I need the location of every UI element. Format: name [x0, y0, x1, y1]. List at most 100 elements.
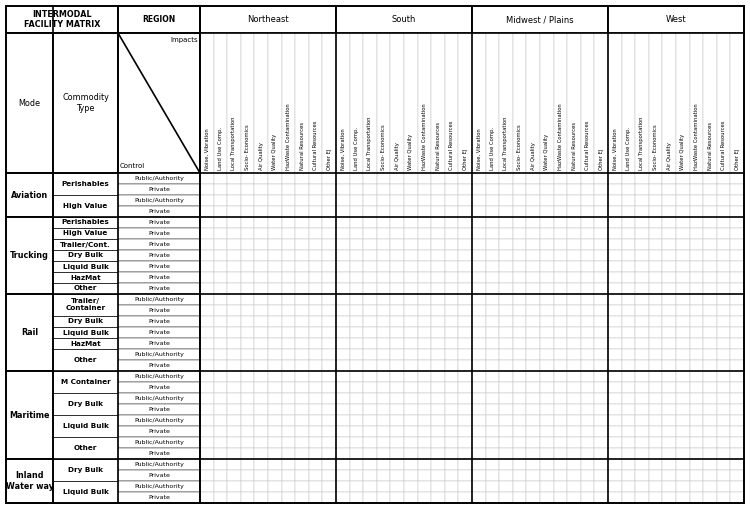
Bar	[214, 360, 227, 371]
Bar	[296, 415, 309, 426]
Bar	[296, 426, 309, 437]
Bar	[336, 327, 350, 338]
Bar	[540, 33, 554, 173]
Bar	[214, 437, 227, 448]
Bar	[363, 371, 376, 382]
Bar	[363, 294, 376, 305]
Bar	[676, 217, 689, 228]
Bar	[363, 316, 376, 327]
Bar	[730, 437, 744, 448]
Bar	[472, 305, 485, 316]
Bar	[717, 239, 730, 250]
Bar	[662, 404, 676, 415]
Bar	[567, 184, 580, 195]
Bar	[200, 327, 214, 338]
Bar	[418, 184, 431, 195]
Bar	[322, 426, 336, 437]
Bar	[200, 481, 214, 492]
Bar	[485, 184, 500, 195]
Bar	[363, 393, 376, 404]
Bar	[458, 239, 472, 250]
Bar	[118, 316, 200, 327]
Bar	[118, 272, 200, 283]
Bar	[350, 382, 363, 393]
Bar	[513, 261, 526, 272]
Bar	[404, 261, 418, 272]
Bar	[391, 316, 404, 327]
Bar	[336, 206, 350, 217]
Bar	[526, 173, 540, 184]
Bar	[595, 217, 608, 228]
Bar	[730, 272, 744, 283]
Bar	[322, 415, 336, 426]
Bar	[513, 360, 526, 371]
Bar	[458, 195, 472, 206]
Bar	[513, 250, 526, 261]
Bar	[689, 338, 703, 349]
Bar	[118, 206, 200, 217]
Bar	[717, 228, 730, 239]
Bar	[554, 426, 567, 437]
Bar	[418, 173, 431, 184]
Bar	[336, 33, 350, 173]
Text: Private: Private	[148, 286, 170, 291]
Bar	[418, 382, 431, 393]
Bar	[431, 492, 445, 503]
Bar	[404, 283, 418, 294]
Bar	[622, 272, 635, 283]
Bar	[431, 33, 445, 173]
Bar	[513, 316, 526, 327]
Bar	[500, 261, 513, 272]
Text: Midwest / Plains: Midwest / Plains	[506, 15, 574, 24]
Bar	[336, 360, 350, 371]
Bar	[118, 371, 200, 382]
Bar	[376, 481, 391, 492]
Bar	[458, 206, 472, 217]
Bar	[418, 371, 431, 382]
Bar	[445, 470, 458, 481]
Bar	[200, 272, 214, 283]
Text: Socio- Economics: Socio- Economics	[517, 124, 522, 170]
Bar	[445, 415, 458, 426]
Bar	[513, 481, 526, 492]
Bar	[268, 459, 281, 470]
Bar	[513, 228, 526, 239]
Bar	[322, 382, 336, 393]
Bar	[500, 459, 513, 470]
Bar	[649, 470, 662, 481]
Bar	[431, 294, 445, 305]
Text: Cultural Resources: Cultural Resources	[449, 121, 454, 170]
Bar	[322, 184, 336, 195]
Bar	[322, 470, 336, 481]
Bar	[649, 217, 662, 228]
Bar	[227, 470, 241, 481]
Bar	[336, 404, 350, 415]
Bar	[717, 217, 730, 228]
Bar	[376, 470, 391, 481]
Bar	[676, 349, 689, 360]
Bar	[704, 228, 717, 239]
Text: Noise, Vibration: Noise, Vibration	[340, 128, 345, 170]
Bar	[336, 459, 350, 470]
Bar	[689, 261, 703, 272]
Bar	[622, 481, 635, 492]
Text: Dry Bulk: Dry Bulk	[68, 467, 103, 473]
Bar	[322, 305, 336, 316]
Bar	[227, 261, 241, 272]
Bar	[689, 327, 703, 338]
Bar	[554, 316, 567, 327]
Bar	[513, 415, 526, 426]
Text: Aviation: Aviation	[10, 190, 48, 200]
Bar	[268, 481, 281, 492]
Bar	[622, 195, 635, 206]
Bar	[635, 393, 649, 404]
Bar	[458, 327, 472, 338]
Bar	[540, 327, 554, 338]
Bar	[485, 206, 500, 217]
Text: Mode: Mode	[19, 99, 40, 107]
Bar	[254, 404, 268, 415]
Bar	[595, 470, 608, 481]
Bar	[268, 360, 281, 371]
Bar	[281, 349, 296, 360]
Bar	[350, 272, 363, 283]
